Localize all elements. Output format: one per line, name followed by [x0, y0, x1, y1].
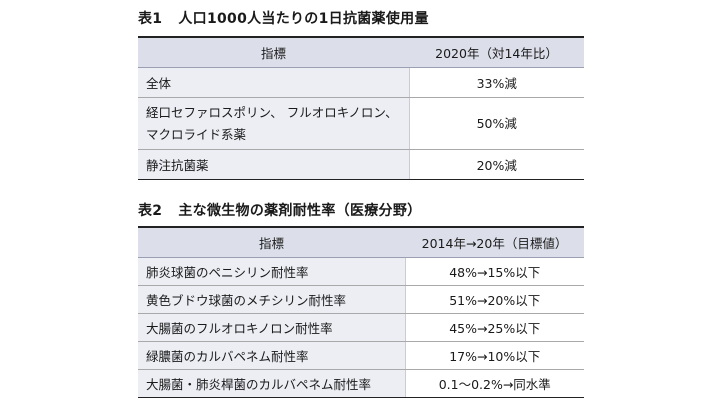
table-row: 緑膿菌のカルバペネム耐性率 17%→10%以下	[138, 341, 584, 370]
table-row: 静注抗菌薬 20%減	[138, 149, 584, 180]
table1-title-text: 人口1000人当たりの1日抗菌薬使用量	[178, 11, 429, 27]
table2-label: 表2	[138, 203, 163, 219]
table-row: 肺炎球菌のペニシリン耐性率 48%→15%以下	[138, 257, 584, 286]
table1-header-row: 指標 2020年（対14年比）	[138, 36, 584, 68]
table2-header-row: 指標 2014年→20年（目標値）	[138, 226, 584, 258]
value-cell: 17%→10%以下	[404, 341, 584, 370]
value-cell: 0.1～0.2%→同水準	[404, 369, 584, 398]
indicator-cell: 緑膿菌のカルバペネム耐性率	[138, 341, 405, 370]
table-row: 大腸菌のフルオロキノロン耐性率 45%→25%以下	[138, 313, 584, 342]
indicator-cell: 大腸菌・肺炎桿菌のカルバペネム耐性率	[138, 369, 405, 398]
value-cell: 33%減	[408, 67, 584, 98]
table1-label: 表1	[138, 11, 163, 27]
indicator-cell: 全体	[138, 67, 409, 98]
indicator-line-2: マクロライド系薬	[146, 126, 247, 142]
table2-title-text: 主な微生物の薬剤耐性率（医療分野）	[178, 203, 422, 219]
table1-title: 表1 人口1000人当たりの1日抗菌薬使用量	[138, 8, 429, 28]
indicator-cell: 肺炎球菌のペニシリン耐性率	[138, 257, 405, 286]
table2-title: 表2 主な微生物の薬剤耐性率（医療分野）	[138, 200, 421, 220]
indicator-cell: 静注抗菌薬	[138, 149, 409, 180]
value-cell: 50%減	[408, 97, 584, 150]
table-row: 経口セファロスポリン、 フルオロキノロン、 マクロライド系薬 50%減	[138, 97, 584, 150]
indicator-line-1: 経口セファロスポリン、 フルオロキノロン、	[146, 104, 398, 120]
value-cell: 51%→20%以下	[404, 285, 584, 314]
table-row: 黄色ブドウ球菌のメチシリン耐性率 51%→20%以下	[138, 285, 584, 314]
indicator-cell: 大腸菌のフルオロキノロン耐性率	[138, 313, 405, 342]
indicator-cell: 黄色ブドウ球菌のメチシリン耐性率	[138, 285, 405, 314]
table2-header-value: 2014年→20年（目標値）	[405, 226, 584, 258]
table-row: 全体 33%減	[138, 67, 584, 98]
value-cell: 45%→25%以下	[404, 313, 584, 342]
table-row: 大腸菌・肺炎桿菌のカルバペネム耐性率 0.1～0.2%→同水準	[138, 369, 584, 398]
value-cell: 48%→15%以下	[404, 257, 584, 286]
table1-header-indicator: 指標	[138, 36, 409, 68]
table1: 指標 2020年（対14年比） 全体 33%減 経口セファロスポリン、 フルオロ…	[138, 36, 584, 180]
table2: 指標 2014年→20年（目標値） 肺炎球菌のペニシリン耐性率 48%→15%以…	[138, 226, 584, 398]
table1-header-value: 2020年（対14年比）	[409, 36, 584, 68]
indicator-cell: 経口セファロスポリン、 フルオロキノロン、 マクロライド系薬	[138, 97, 409, 150]
value-cell: 20%減	[408, 149, 584, 180]
table2-header-indicator: 指標	[138, 226, 405, 258]
